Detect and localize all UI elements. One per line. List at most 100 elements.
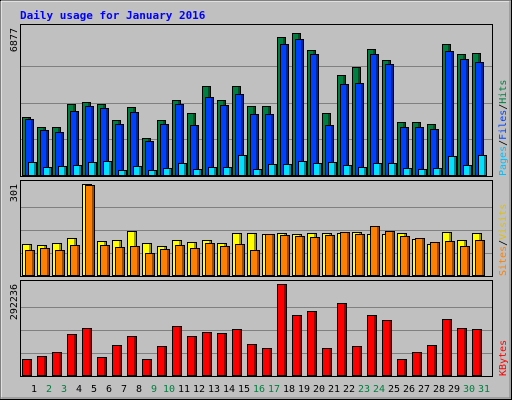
bar-pages-day-19 — [298, 161, 307, 176]
bar-shade-files-day-16 — [256, 115, 258, 175]
bar-shade-files-day-5 — [91, 107, 93, 175]
bar-sites-day-25 — [385, 231, 395, 276]
bar-shade-pages-day-12 — [199, 170, 201, 175]
bar-fill-sites-day-16 — [250, 250, 260, 276]
bar-kbytes-day-8 — [127, 336, 137, 376]
bar-fill-pages-day-19 — [298, 161, 307, 176]
bar-fill-kbytes-day-23 — [352, 346, 362, 376]
x-tick-label-day-2: 2 — [46, 384, 52, 395]
bar-shade-files-day-22 — [346, 85, 348, 175]
bar-fill-pages-day-14 — [223, 167, 232, 176]
bar-sites-day-1 — [25, 250, 35, 276]
bar-pages-day-11 — [178, 163, 187, 176]
bar-shade-files-day-2 — [46, 131, 48, 175]
bar-fill-pages-day-15 — [238, 155, 247, 176]
bar-pages-day-7 — [118, 170, 127, 176]
x-tick-label-day-7: 7 — [121, 384, 127, 395]
bar-files-day-19 — [295, 39, 304, 176]
bar-shade-sites-day-18 — [287, 236, 289, 275]
bar-pages-day-31 — [478, 155, 487, 176]
x-tick-label-day-21: 21 — [328, 384, 340, 395]
bar-files-day-20 — [310, 54, 319, 176]
bar-shade-pages-day-14 — [229, 168, 231, 175]
x-tick-label-day-15: 15 — [238, 384, 250, 395]
x-tick-label-day-6: 6 — [106, 384, 112, 395]
bar-shade-sites-day-15 — [242, 245, 244, 275]
bar-shade-sites-day-26 — [407, 237, 409, 275]
bar-fill-kbytes-day-24 — [367, 315, 377, 376]
bar-files-day-18 — [280, 44, 289, 176]
bar-sites-day-27 — [415, 238, 425, 276]
bar-fill-sites-day-10 — [160, 249, 170, 276]
bar-fill-sites-day-23 — [355, 234, 365, 276]
legend-separator: / — [498, 240, 509, 246]
bar-shade-files-day-10 — [166, 125, 168, 175]
bar-fill-pages-day-12 — [193, 169, 202, 176]
bar-sites-day-4 — [70, 245, 80, 276]
bar-shade-sites-day-14 — [227, 247, 229, 275]
bar-sites-day-7 — [115, 247, 125, 276]
bar-kbytes-day-22 — [337, 303, 347, 376]
bar-fill-sites-day-22 — [340, 232, 350, 276]
bar-fill-sites-day-9 — [145, 253, 155, 276]
bar-shade-files-day-8 — [136, 113, 138, 175]
bar-kbytes-day-19 — [292, 315, 302, 376]
bar-sites-day-19 — [295, 236, 305, 276]
bar-shade-files-day-13 — [211, 98, 213, 175]
bar-fill-pages-day-2 — [43, 167, 52, 176]
bar-fill-pages-day-3 — [58, 166, 67, 176]
bar-fill-kbytes-day-4 — [67, 334, 77, 376]
bar-shade-kbytes-day-19 — [299, 316, 301, 375]
x-tick-label-day-10: 10 — [163, 384, 175, 395]
bar-shade-sites-day-2 — [47, 249, 49, 275]
bar-fill-sites-day-21 — [325, 235, 335, 276]
bar-fill-kbytes-day-16 — [247, 344, 257, 376]
bar-fill-pages-day-18 — [283, 164, 292, 176]
x-tick-label-day-5: 5 — [91, 384, 97, 395]
bar-shade-kbytes-day-2 — [44, 357, 46, 375]
bar-kbytes-day-28 — [427, 345, 437, 376]
legend-hits: Hits — [498, 80, 509, 104]
bar-shade-pages-day-1 — [34, 163, 36, 175]
bar-shade-files-day-24 — [376, 55, 378, 175]
bar-sites-day-13 — [205, 243, 215, 276]
bar-fill-kbytes-day-22 — [337, 303, 347, 376]
bar-kbytes-day-15 — [232, 329, 242, 376]
bar-kbytes-day-7 — [112, 345, 122, 376]
bar-shade-pages-day-11 — [184, 164, 186, 175]
bar-shade-sites-day-1 — [32, 251, 34, 275]
x-tick-label-day-3: 3 — [61, 384, 67, 395]
bar-fill-sites-day-2 — [40, 248, 50, 276]
x-tick-label-day-13: 13 — [208, 384, 220, 395]
bar-pages-day-29 — [448, 156, 457, 176]
bar-shade-kbytes-day-27 — [419, 353, 421, 375]
bar-sites-day-20 — [310, 237, 320, 276]
bar-kbytes-day-13 — [202, 332, 212, 376]
x-tick-label-day-26: 26 — [403, 384, 415, 395]
bar-shade-kbytes-day-16 — [254, 345, 256, 375]
x-tick-label-day-23: 23 — [358, 384, 370, 395]
x-tick-label-day-1: 1 — [31, 384, 37, 395]
bar-shade-pages-day-9 — [154, 171, 156, 175]
bar-pages-day-2 — [43, 167, 52, 176]
bar-pages-day-17 — [268, 164, 277, 176]
bar-kbytes-day-3 — [52, 352, 62, 376]
bar-fill-kbytes-day-27 — [412, 352, 422, 376]
bar-shade-pages-day-22 — [349, 166, 351, 175]
bar-pages-day-9 — [148, 170, 157, 176]
x-tick-label-day-4: 4 — [76, 384, 82, 395]
bar-shade-sites-day-6 — [107, 246, 109, 275]
bar-shade-files-day-20 — [316, 55, 318, 175]
bar-fill-pages-day-1 — [28, 162, 37, 176]
bar-fill-sites-day-25 — [385, 231, 395, 276]
bar-fill-sites-day-13 — [205, 243, 215, 276]
x-tick-label-day-8: 8 — [136, 384, 142, 395]
bar-fill-sites-day-28 — [430, 242, 440, 276]
bar-pages-day-13 — [208, 167, 217, 176]
bar-pages-day-18 — [283, 164, 292, 176]
bar-shade-kbytes-day-15 — [239, 330, 241, 375]
bar-sites-day-3 — [55, 250, 65, 276]
bar-shade-sites-day-31 — [482, 241, 484, 275]
bar-fill-pages-day-4 — [73, 165, 82, 176]
bar-shade-sites-day-30 — [467, 247, 469, 275]
